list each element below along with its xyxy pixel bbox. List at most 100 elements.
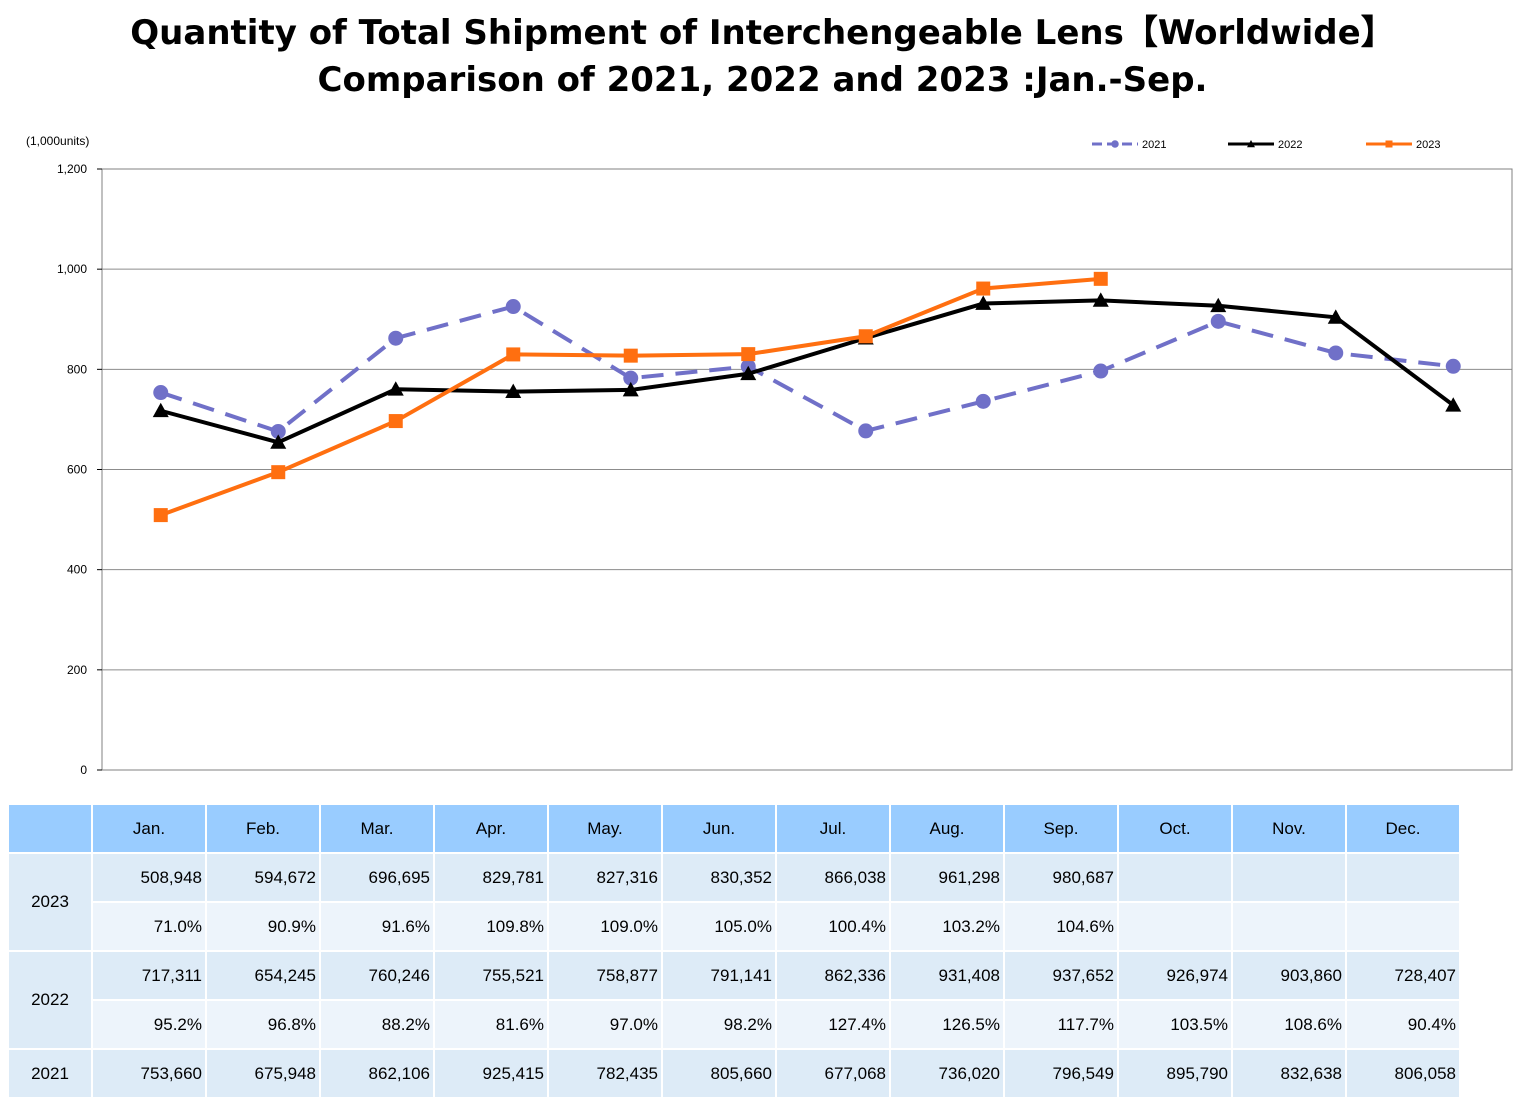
- data-point-2021: [388, 330, 404, 346]
- table-value-cell: 675,948: [207, 1050, 319, 1097]
- data-point-2023: [976, 281, 991, 296]
- table-value-cell: 782,435: [549, 1050, 661, 1097]
- table-ratio-cell: 81.6%: [435, 1001, 547, 1048]
- table-ratio-cell: 91.6%: [321, 903, 433, 950]
- table-value-cell: 755,521: [435, 952, 547, 999]
- table-ratio-cell: 95.2%: [93, 1001, 205, 1048]
- table-header-cell: Mar.: [321, 805, 433, 852]
- table-value-cell: 925,415: [435, 1050, 547, 1097]
- series-2022: [152, 292, 1462, 449]
- table-value-cell: 895,790: [1119, 1050, 1231, 1097]
- table-ratio-cell: 105.0%: [663, 903, 775, 950]
- table-ratio-cell: 127.4%: [777, 1001, 889, 1048]
- table-value-cell: 791,141: [663, 952, 775, 999]
- data-point-2021: [153, 385, 169, 401]
- data-point-2022: [1210, 297, 1227, 313]
- y-tick-label: 800: [67, 362, 87, 376]
- table-ratio-cell: 100.4%: [777, 903, 889, 950]
- y-axis: 0 200 400 600 800 1,000 1,200: [57, 162, 102, 777]
- y-tick-label: 0: [80, 763, 87, 777]
- table-header-cell: Apr.: [435, 805, 547, 852]
- data-point-2023: [271, 465, 286, 480]
- table-value-cell: 696,695: [321, 854, 433, 901]
- series-line-2022: [160, 298, 1455, 445]
- legend-label-2021: 2021: [1142, 139, 1166, 151]
- table-ratio-cell: 88.2%: [321, 1001, 433, 1048]
- table-header-cell: Dec.: [1347, 805, 1459, 852]
- table-ratio-cell: 96.8%: [207, 1001, 319, 1048]
- y-tick-label: 1,000: [57, 262, 87, 276]
- table-value-cell: [1119, 854, 1231, 901]
- table-year-cell: 2021: [9, 1050, 91, 1097]
- table-value-cell: 805,660: [663, 1050, 775, 1097]
- table-header-cell: Oct.: [1119, 805, 1231, 852]
- y-tick-label: 400: [67, 563, 87, 577]
- table-ratio-cell: 109.8%: [435, 903, 547, 950]
- table-value-cell: 677,068: [777, 1050, 889, 1097]
- table-value-cell: 830,352: [663, 854, 775, 901]
- series-line-2021: [160, 304, 1454, 434]
- table-value-cell: 736,020: [891, 1050, 1003, 1097]
- data-point-2022: [1247, 140, 1255, 148]
- table-header-cell: Aug.: [891, 805, 1003, 852]
- table-ratio-cell: [1347, 903, 1459, 950]
- data-point-2022: [152, 402, 169, 418]
- series-area: [152, 271, 1462, 523]
- data-point-2022: [1092, 292, 1109, 307]
- table-value-cell: 980,687: [1005, 854, 1117, 901]
- data-point-2023: [388, 414, 403, 429]
- line-chart: 0 200 400 600 800 1,000 1,200 2021 2022 2023 (1,…: [26, 134, 1513, 777]
- chart-subtitle: Comparison of 2021, 2022 and 2023 :Jan.-…: [317, 60, 1208, 100]
- table-ratio-cell: 108.6%: [1233, 1001, 1345, 1048]
- data-point-2021: [1445, 358, 1461, 374]
- table-header-cell: Nov.: [1233, 805, 1345, 852]
- y-unit-label: (1,000units): [26, 134, 89, 148]
- data-point-2021: [1328, 345, 1344, 361]
- table-value-cell: 760,246: [321, 952, 433, 999]
- table-year-cell: 2023: [9, 854, 91, 950]
- data-point-2023: [153, 508, 168, 523]
- table-row-2023-ratios: 71.0% 90.9% 91.6% 109.8% 109.0% 105.0% 100.4% 1…: [9, 903, 1459, 950]
- table-value-cell: 758,877: [549, 952, 661, 999]
- table-value-cell: 717,311: [93, 952, 205, 999]
- table-header-row: Jan. Feb. Mar. Apr. May. Jun. Jul. Aug. Sep. Oct.…: [9, 805, 1459, 852]
- table-ratio-cell: 97.0%: [549, 1001, 661, 1048]
- table-value-cell: 827,316: [549, 854, 661, 901]
- table-ratio-cell: 103.5%: [1119, 1001, 1231, 1048]
- table-ratio-cell: 98.2%: [663, 1001, 775, 1048]
- table-year-cell: 2022: [9, 952, 91, 1048]
- grid: [101, 168, 1513, 771]
- table-value-cell: 931,408: [891, 952, 1003, 999]
- legend: 2021 2022 2023: [1092, 139, 1440, 151]
- table-ratio-cell: 90.9%: [207, 903, 319, 950]
- data-point-2021: [858, 423, 874, 439]
- y-tick-label: 200: [67, 663, 87, 677]
- data-point-2021: [270, 423, 286, 439]
- y-tick-label: 600: [67, 463, 87, 477]
- table-ratio-cell: 126.5%: [891, 1001, 1003, 1048]
- series-line-2023: [160, 276, 1101, 517]
- data-point-2022: [270, 434, 287, 449]
- table-row-2023-values: 2023 508,948 594,672 696,695 829,781 827,316 8…: [9, 854, 1459, 950]
- data-table: Jan. Feb. Mar. Apr. May. Jun. Jul. Aug. Sep. Oct.…: [7, 803, 1461, 1099]
- table-header-cell: Jun.: [663, 805, 775, 852]
- table-row-2022-values: 2022 717,311 654,245 760,246 755,521 758,877 7…: [9, 952, 1459, 1048]
- table-ratio-cell: 103.2%: [891, 903, 1003, 950]
- data-point-2023: [623, 348, 638, 363]
- table-row-2021-values: 2021 753,660 675,948 862,106 925,415 782,435 8…: [9, 1050, 1459, 1097]
- data-point-2021: [1210, 313, 1226, 329]
- data-point-2021: [505, 299, 521, 315]
- chart-title: Quantity of Total Shipment of Intercheng…: [130, 13, 1395, 53]
- table-value-cell: [1233, 854, 1345, 901]
- table-value-cell: 862,336: [777, 952, 889, 999]
- data-point-2022: [1327, 309, 1344, 324]
- table-header-cell: Jul.: [777, 805, 889, 852]
- data-point-2021: [623, 370, 639, 386]
- table-ratio-cell: [1119, 903, 1231, 950]
- table-value-cell: 937,652: [1005, 952, 1117, 999]
- table-ratio-cell: 117.7%: [1005, 1001, 1117, 1048]
- table-value-cell: 829,781: [435, 854, 547, 901]
- table-value-cell: 903,860: [1233, 952, 1345, 999]
- data-point-2023: [858, 329, 873, 344]
- table-row-2022-ratios: 95.2% 96.8% 88.2% 81.6% 97.0% 98.2% 127.4% 126.…: [9, 1001, 1459, 1048]
